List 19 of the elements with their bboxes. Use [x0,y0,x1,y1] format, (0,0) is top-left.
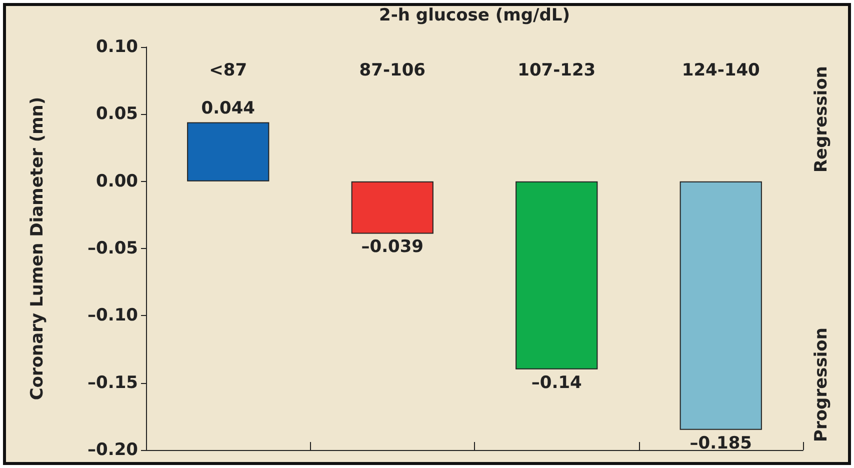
y-axis-title: Coronary Lumen Diameter (mn) [28,96,48,400]
data-label: –0.039 [361,237,424,258]
y-tick-label: 0.10 [96,37,138,57]
y-tick-label: –0.10 [88,306,138,326]
text: Regression [812,66,832,173]
x-tick-label: 107-123 [518,60,596,80]
data-label: 0.044 [201,98,256,119]
y-tick-label: –0.20 [88,440,138,460]
x-tick-label: <87 [209,60,248,80]
y-tick-label: 0.00 [96,171,138,192]
x-axis-title: 2-h glucose (mg/dL) [379,6,570,26]
y-tick-label: –0.05 [88,238,138,258]
data-label: –0.185 [690,433,752,454]
text: Progression [812,328,832,442]
y-tick-label: –0.15 [88,372,138,393]
x-tick-label: 124-140 [682,60,760,80]
data-label: –0.14 [531,372,582,393]
y-tick-label: 0.05 [96,104,138,124]
x-tick-label: 87-106 [359,60,426,80]
